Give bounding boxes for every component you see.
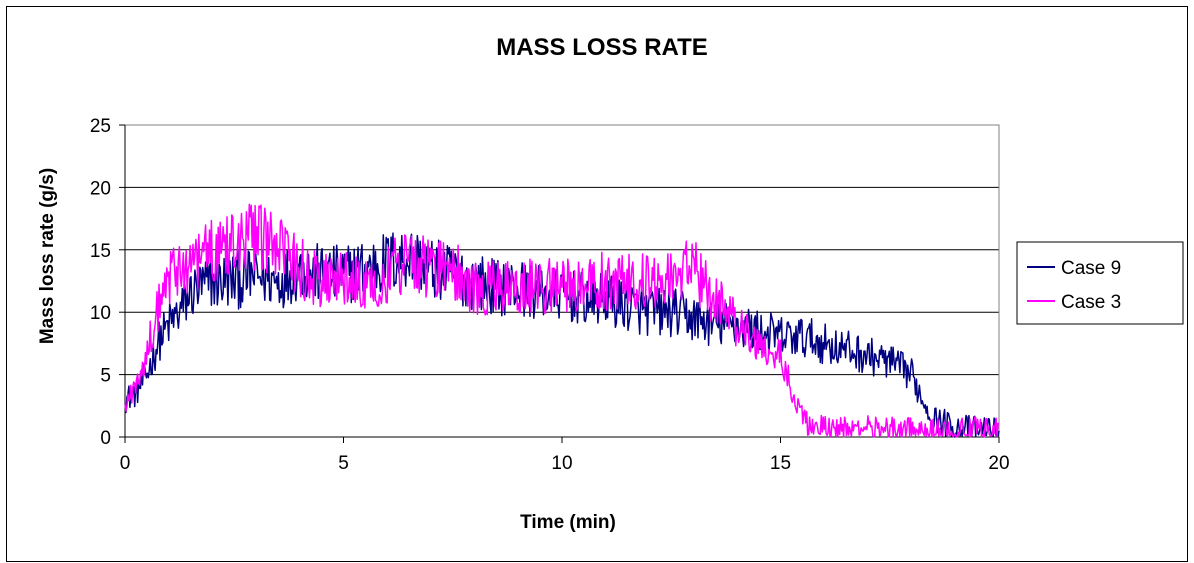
series-lines [124,203,1000,438]
x-tick-label: 5 [338,453,349,474]
y-tick-label: 25 [90,116,111,137]
y-tick-label: 15 [90,241,111,262]
x-tick-label: 0 [120,453,131,474]
x-axis-ticks: 0 5 10 15 20 [120,436,1010,474]
x-axis-label: Time (min) [520,512,616,533]
chart-area: MASS LOSS RATE 0 5 10 15 20 25 0 5 10 15 20 Time … [6,6,1188,562]
legend-label: Case 9 [1061,258,1121,279]
legend: Case 9 Case 3 [1016,241,1184,325]
x-tick-label: 20 [988,453,1009,474]
series-line-case-9 [124,232,1000,438]
y-axis-label: Mass loss rate (g/s) [37,168,58,344]
y-tick-label: 0 [100,428,111,449]
y-axis-ticks: 0 5 10 15 20 25 [90,116,126,449]
y-tick-label: 10 [90,303,111,324]
chart-title: MASS LOSS RATE [496,34,708,61]
gridlines [125,186,999,376]
x-tick-label: 15 [770,453,791,474]
y-tick-label: 20 [90,178,111,199]
legend-label: Case 3 [1061,292,1121,313]
series-line-case-3 [124,203,1000,438]
line-chart: MASS LOSS RATE 0 5 10 15 20 25 0 5 10 15 20 Time … [37,34,1184,533]
x-tick-label: 10 [551,453,572,474]
y-tick-label: 5 [100,366,111,387]
legend-box [1016,241,1184,325]
